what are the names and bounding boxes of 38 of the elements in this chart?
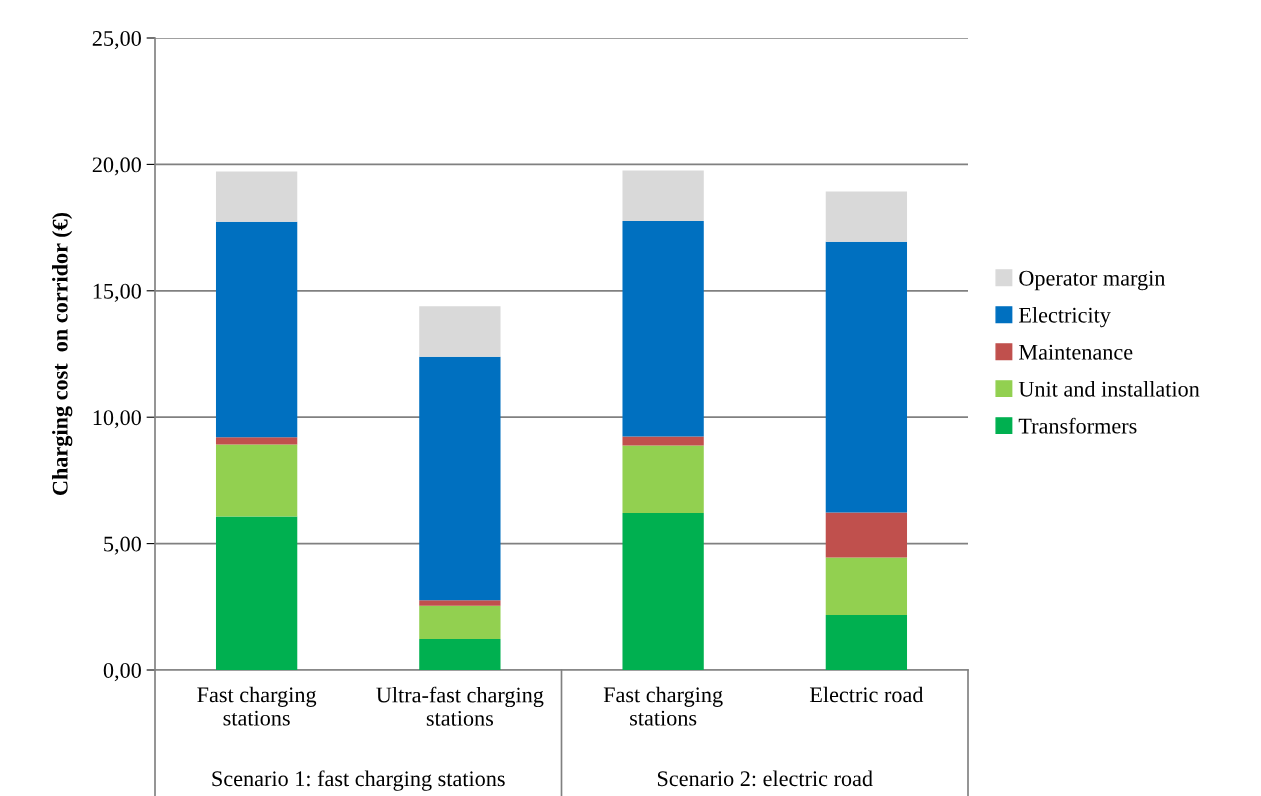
bar [622, 513, 704, 670]
bar [215, 516, 298, 670]
y-tick-label: 20,00 [92, 157, 141, 176]
x-tick-label: Fast charging stations [197, 686, 317, 726]
bar [622, 221, 704, 437]
bar [215, 437, 298, 445]
y-tick-label: 0,00 [103, 662, 141, 682]
y-tick-label: 10,00 [93, 410, 141, 429]
legend-label: Maintenance [1018, 344, 1133, 360]
legend-label: Unit and installation [1018, 381, 1200, 397]
legend-label: Electricity [1018, 307, 1111, 328]
legend-label: Transformers [1018, 417, 1137, 434]
x-tick-label: Fast charging stations [603, 686, 723, 726]
bar [215, 171, 298, 222]
bar [825, 557, 908, 615]
bar [215, 444, 298, 517]
bar [825, 241, 908, 513]
bar [215, 221, 298, 438]
x-tick-label: Electric road [809, 686, 924, 703]
bar [825, 512, 908, 558]
y-tick-label: 25,00 [92, 30, 141, 50]
bar [419, 638, 501, 670]
bar [622, 445, 704, 514]
text: Scenario 2: electric road [657, 770, 873, 787]
bar [622, 436, 704, 446]
bar [419, 306, 501, 357]
x-tick-label: Ultra-fast charging stations [376, 686, 544, 726]
y-tick-label: 5,00 [104, 536, 141, 555]
legend-label: Operator margin [1019, 270, 1166, 291]
bar [419, 605, 501, 639]
y-axis-title: Charging cost on corridor (€) [52, 212, 73, 495]
bar [825, 191, 908, 242]
bar [419, 600, 501, 606]
bar [419, 356, 501, 601]
text: Scenario 1: fast charging stations [212, 770, 505, 791]
bar [825, 614, 908, 670]
bar [622, 170, 704, 222]
y-tick-label: 15,00 [93, 283, 141, 302]
